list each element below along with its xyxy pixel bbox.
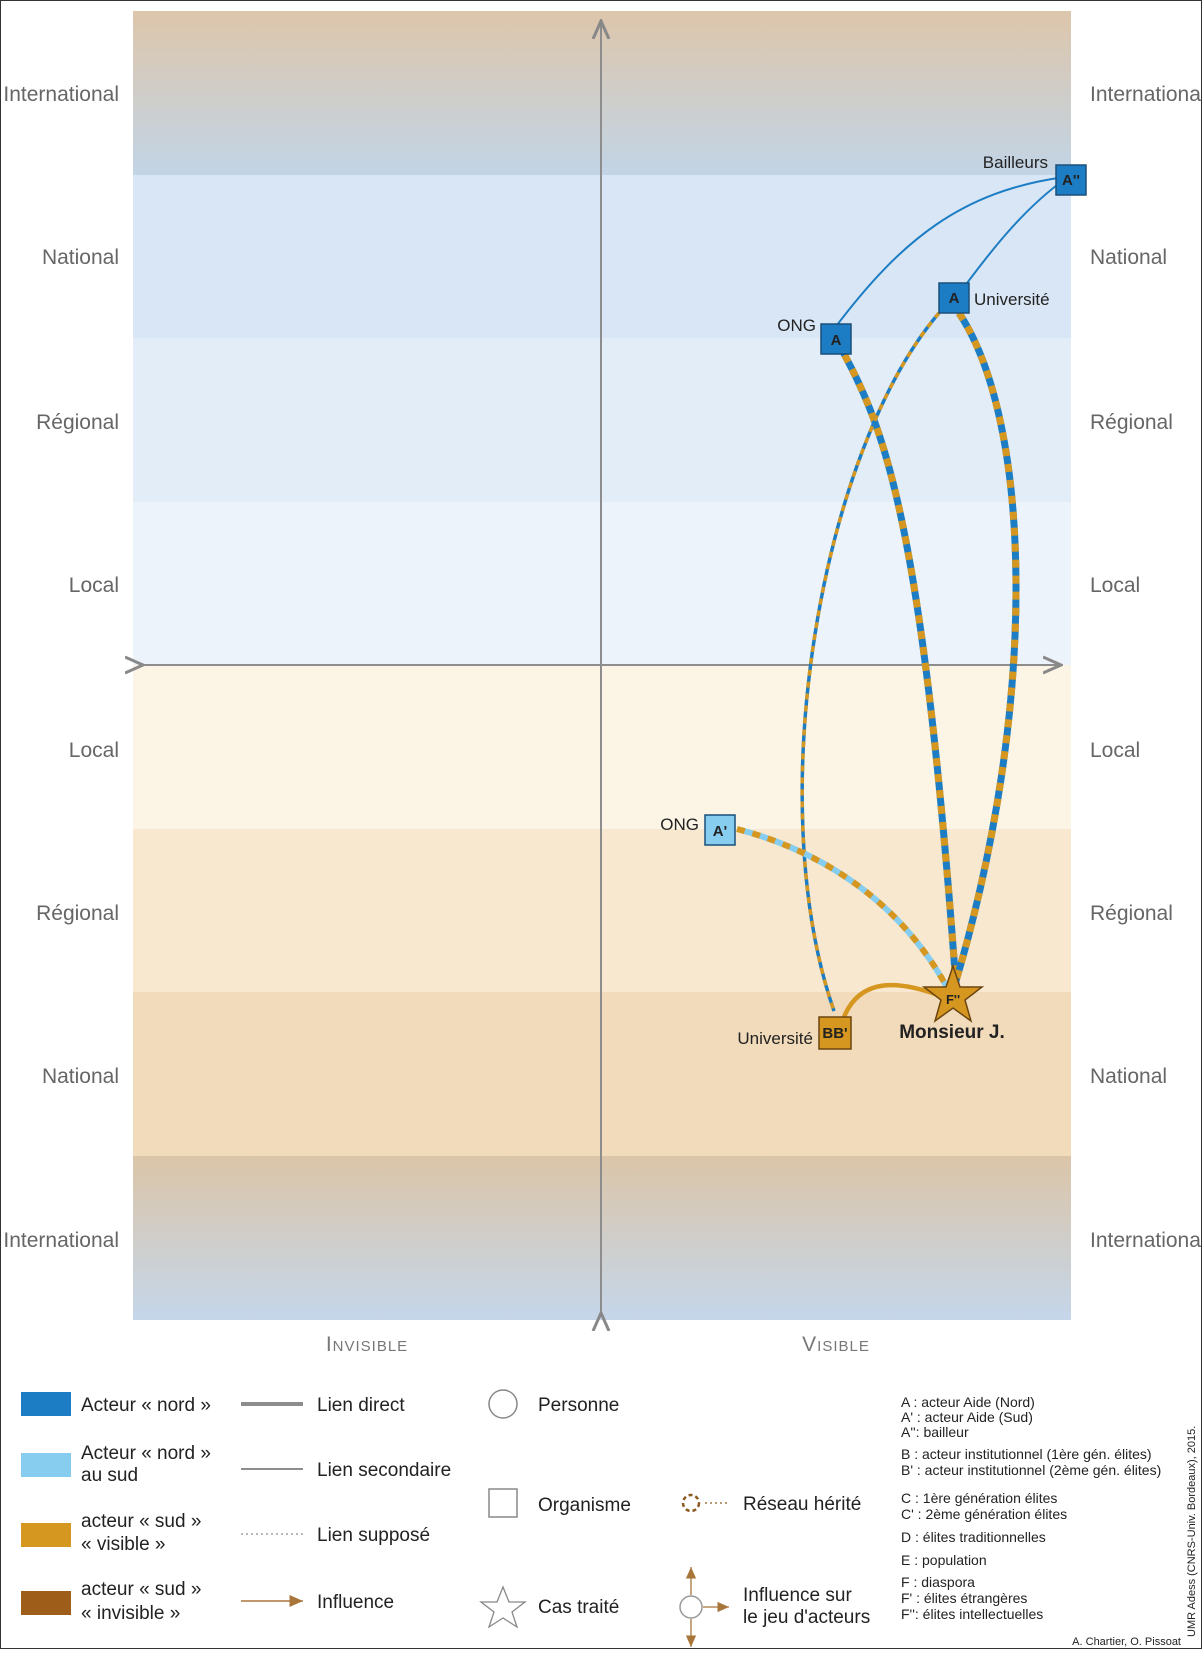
links bbox=[736, 176, 1066, 1018]
legend-key: A : acteur Aide (Nord) A' : acteur Aide … bbox=[901, 1394, 1161, 1622]
left-level-2: Régional bbox=[36, 411, 119, 434]
bailleurs-box-label: A'' bbox=[1062, 172, 1080, 189]
legend-shape-1: Organisme bbox=[538, 1495, 631, 1516]
ong-north-label: ONG bbox=[777, 316, 816, 335]
legend-influence-game-a: Influence sur bbox=[743, 1585, 852, 1606]
left-level-6: National bbox=[42, 1065, 119, 1088]
case-star-label: F'' bbox=[946, 992, 960, 1007]
legend-links: Lien direct Lien secondaire Lien supposé… bbox=[241, 1395, 451, 1613]
x-axis-left-caption: Invisible bbox=[326, 1333, 408, 1356]
legend-color-2b: « visible » bbox=[81, 1534, 166, 1555]
legend-organisation-icon bbox=[488, 1488, 518, 1518]
left-level-labels: International National Régional Local Lo… bbox=[3, 83, 119, 1252]
right-level-0: International bbox=[1090, 83, 1201, 106]
legend-colors: Acteur « nord » Acteur « nord » au sud a… bbox=[21, 1392, 211, 1624]
legend-swatch-south-visible bbox=[21, 1523, 71, 1547]
legend-case-icon bbox=[479, 1585, 527, 1629]
legend-swatch-south-invisible bbox=[21, 1591, 71, 1615]
univ-north-box bbox=[938, 282, 970, 314]
left-level-4: Local bbox=[69, 739, 119, 762]
ong-north-box-label: A bbox=[831, 332, 842, 349]
legend-color-3a: acteur « sud » bbox=[81, 1579, 201, 1600]
credit-vertical: UMR Adess (CNRS-Univ. Bordeaux), 2015. bbox=[1186, 1426, 1198, 1637]
left-level-1: National bbox=[42, 246, 119, 269]
ong-south-label: ONG bbox=[660, 815, 699, 834]
legend-influence-game-icon bbox=[679, 1595, 703, 1619]
left-level-7: International bbox=[3, 1229, 119, 1252]
legend-influence-game-b: le jeu d'acteurs bbox=[743, 1607, 870, 1628]
legend-color-1a: Acteur « nord » bbox=[81, 1443, 211, 1464]
case-label: Monsieur J. bbox=[899, 1022, 1005, 1043]
legend-link-3: Influence bbox=[317, 1592, 394, 1613]
right-level-labels: International National Régional Local Lo… bbox=[1090, 83, 1202, 1252]
key-1: A' : acteur Aide (Sud) bbox=[901, 1409, 1033, 1425]
bailleurs-box bbox=[1055, 164, 1087, 196]
right-level-7: International bbox=[1090, 1229, 1201, 1252]
link-univsouth-case bbox=[841, 982, 942, 1018]
right-level-6: National bbox=[1090, 1065, 1167, 1088]
legend-shape-2: Cas traité bbox=[538, 1597, 619, 1618]
key-3: B : acteur institutionnel (1ère gén. éli… bbox=[901, 1446, 1152, 1462]
legend-network-icon bbox=[681, 1493, 701, 1513]
key-7: D : élites traditionnelles bbox=[901, 1529, 1046, 1545]
left-level-5: Régional bbox=[36, 902, 119, 925]
key-8: E : population bbox=[901, 1552, 987, 1568]
right-level-5: Régional bbox=[1090, 902, 1173, 925]
legend-shape-0: Personne bbox=[538, 1395, 619, 1416]
key-11: F'': élites intellectuelles bbox=[901, 1606, 1043, 1622]
univ-south-box bbox=[818, 1016, 852, 1050]
ong-south-box bbox=[704, 814, 736, 846]
key-10: F' : élites étrangères bbox=[901, 1590, 1027, 1606]
right-level-3: Local bbox=[1090, 574, 1140, 597]
univ-south-box-label: BB' bbox=[822, 1025, 847, 1042]
legend-color-2a: acteur « sud » bbox=[81, 1511, 201, 1532]
legend-link-1: Lien secondaire bbox=[317, 1460, 451, 1481]
legend-misc: Réseau hérité Influence sur le jeu d'act… bbox=[679, 1493, 870, 1647]
key-6: C' : 2ème génération élites bbox=[901, 1506, 1067, 1522]
case-star bbox=[921, 963, 985, 1023]
x-axis-right-caption: Visible bbox=[802, 1333, 870, 1356]
right-level-2: Régional bbox=[1090, 411, 1173, 434]
key-0: A : acteur Aide (Nord) bbox=[901, 1394, 1035, 1410]
ong-north-box bbox=[820, 323, 852, 355]
credit-authors: A. Chartier, O. Pissoat bbox=[1072, 1636, 1181, 1648]
legend-person-icon bbox=[488, 1389, 518, 1419]
legend-network: Réseau hérité bbox=[743, 1494, 861, 1515]
legend-swatch-north-south bbox=[21, 1453, 71, 1477]
key-9: F : diaspora bbox=[901, 1574, 975, 1590]
legend-swatch-north bbox=[21, 1392, 71, 1416]
ong-south-box-label: A' bbox=[713, 823, 727, 840]
axes bbox=[143, 21, 1061, 1313]
univ-north-label: Université bbox=[974, 290, 1050, 309]
univ-north-box-label: A bbox=[949, 290, 960, 307]
legend-color-0: Acteur « nord » bbox=[81, 1395, 211, 1416]
legend-color-1b: au sud bbox=[81, 1465, 138, 1486]
legend-link-2: Lien supposé bbox=[317, 1525, 430, 1546]
key-5: C : 1ère génération élites bbox=[901, 1490, 1057, 1506]
key-2: A'': bailleur bbox=[901, 1424, 969, 1440]
univ-south-label: Université bbox=[737, 1029, 813, 1048]
right-level-1: National bbox=[1090, 246, 1167, 269]
bailleurs-label: Bailleurs bbox=[983, 153, 1048, 172]
key-4: B' : acteur institutionnel (2ème gén. él… bbox=[901, 1462, 1161, 1478]
legend-link-0: Lien direct bbox=[317, 1395, 405, 1416]
legend-shapes: Personne Organisme Cas traité bbox=[479, 1389, 631, 1629]
legend-color-3b: « invisible » bbox=[81, 1603, 180, 1624]
actors: Bailleurs A'' ONG A A Université ONG A' … bbox=[660, 153, 1087, 1050]
right-level-4: Local bbox=[1090, 739, 1140, 762]
left-level-3: Local bbox=[69, 574, 119, 597]
link-ong-bailleurs bbox=[836, 176, 1066, 326]
left-level-0: International bbox=[3, 83, 119, 106]
